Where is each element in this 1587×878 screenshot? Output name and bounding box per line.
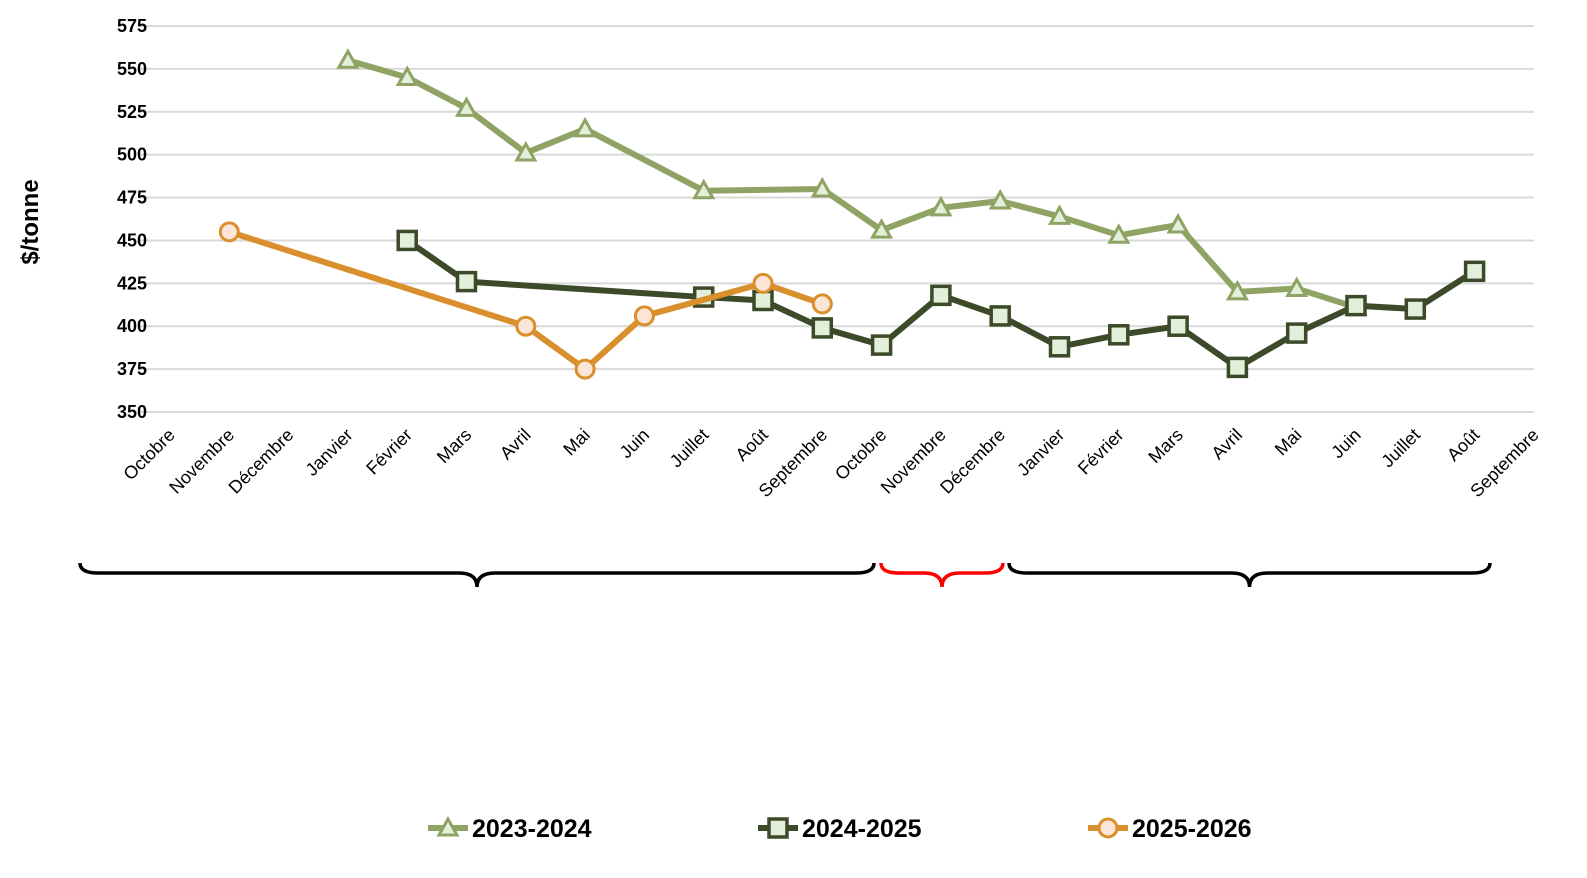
legend-item: 2025-2026 — [1088, 815, 1252, 843]
data-point — [930, 284, 952, 307]
data-point — [454, 96, 479, 117]
brace — [78, 562, 876, 588]
legend-label: 2025-2026 — [1132, 815, 1252, 843]
series-lines — [218, 48, 1486, 380]
data-point — [218, 221, 240, 243]
y-tick-label: 575 — [117, 16, 147, 36]
data-point — [1048, 336, 1071, 358]
x-tick-label: Décembre — [225, 425, 298, 498]
data-point — [1345, 294, 1367, 317]
legend-marker-icon — [767, 817, 789, 839]
period-braces — [78, 562, 1492, 588]
x-tick-label: Juin — [1327, 425, 1364, 462]
legend: 2023-2024 2024-2025 2025-2026 — [428, 815, 1252, 843]
x-tick-label: Janvier — [302, 425, 357, 480]
data-point — [1108, 324, 1130, 346]
x-tick-label: Février — [362, 425, 416, 479]
data-point — [455, 270, 478, 293]
y-tick-label: 425 — [117, 273, 147, 293]
data-point — [573, 116, 597, 138]
series-line — [347, 57, 1357, 311]
data-point — [811, 293, 833, 315]
x-tick-label: Juillet — [666, 425, 713, 472]
y-tick-label: 525 — [117, 102, 147, 122]
x-tick-label: Octobre — [831, 425, 890, 484]
x-tick-label: Janvier — [1013, 425, 1068, 480]
legend-item: 2023-2024 — [428, 815, 592, 843]
data-point — [1404, 298, 1427, 320]
brace — [1007, 562, 1492, 588]
legend-marker-icon — [436, 815, 460, 837]
data-point — [515, 315, 537, 337]
data-point — [989, 305, 1011, 327]
data-point — [1463, 260, 1486, 283]
series-2023-2024 — [336, 48, 1368, 316]
data-point — [1226, 356, 1249, 379]
y-axis-label: $/tonne — [17, 179, 44, 264]
y-tick-label: 350 — [117, 402, 147, 422]
data-point — [692, 178, 716, 200]
data-point — [1167, 315, 1189, 337]
x-tick-label: Août — [732, 425, 772, 465]
data-point — [396, 229, 418, 252]
data-point — [336, 48, 360, 69]
series-line — [405, 237, 1477, 371]
x-tick-label: Octobre — [119, 425, 178, 484]
brace — [879, 562, 1005, 588]
x-tick-label: Août — [1443, 425, 1483, 465]
x-tick-label: Mai — [1271, 425, 1306, 460]
data-point — [752, 272, 774, 294]
y-tick-label: 400 — [117, 316, 147, 336]
data-point — [810, 176, 834, 198]
data-point — [752, 289, 774, 312]
x-tick-label: Juillet — [1377, 425, 1424, 472]
y-tick-label: 450 — [117, 230, 147, 250]
y-tick-label: 550 — [117, 59, 147, 79]
data-point — [1047, 204, 1072, 225]
legend-marker-icon — [1097, 817, 1119, 839]
x-tick-label: Mai — [559, 425, 594, 460]
y-tick-label: 375 — [117, 359, 147, 379]
data-point — [811, 317, 834, 339]
legend-label: 2024-2025 — [802, 815, 922, 843]
x-tick-label: Avril — [1208, 425, 1247, 464]
data-point — [1166, 212, 1190, 234]
data-point — [870, 218, 894, 239]
data-point — [574, 358, 596, 380]
series-2025-2026 — [218, 221, 833, 380]
data-point — [988, 188, 1012, 210]
x-tick-label: Décembre — [936, 425, 1009, 498]
data-point — [395, 65, 419, 86]
x-tick-label: Avril — [496, 425, 535, 464]
data-point — [514, 140, 538, 162]
x-tick-label: Février — [1074, 425, 1128, 479]
legend-label: 2023-2024 — [472, 815, 592, 843]
data-point — [929, 195, 953, 217]
legend-item: 2024-2025 — [758, 815, 922, 843]
x-tick-label: Mars — [433, 425, 475, 467]
data-point — [1285, 322, 1308, 344]
data-point — [633, 305, 655, 327]
gridlines — [140, 25, 1534, 413]
data-point — [1285, 276, 1309, 297]
y-axis-ticks: 350 375 400 425 450 475 500 525 550 575 — [117, 16, 147, 422]
y-tick-label: 500 — [117, 145, 147, 165]
x-tick-label: Juin — [616, 425, 653, 462]
y-tick-label: 475 — [117, 188, 147, 208]
data-point — [1225, 279, 1249, 301]
data-point — [870, 334, 893, 356]
x-tick-label: Mars — [1145, 425, 1187, 467]
data-point — [1107, 223, 1131, 244]
